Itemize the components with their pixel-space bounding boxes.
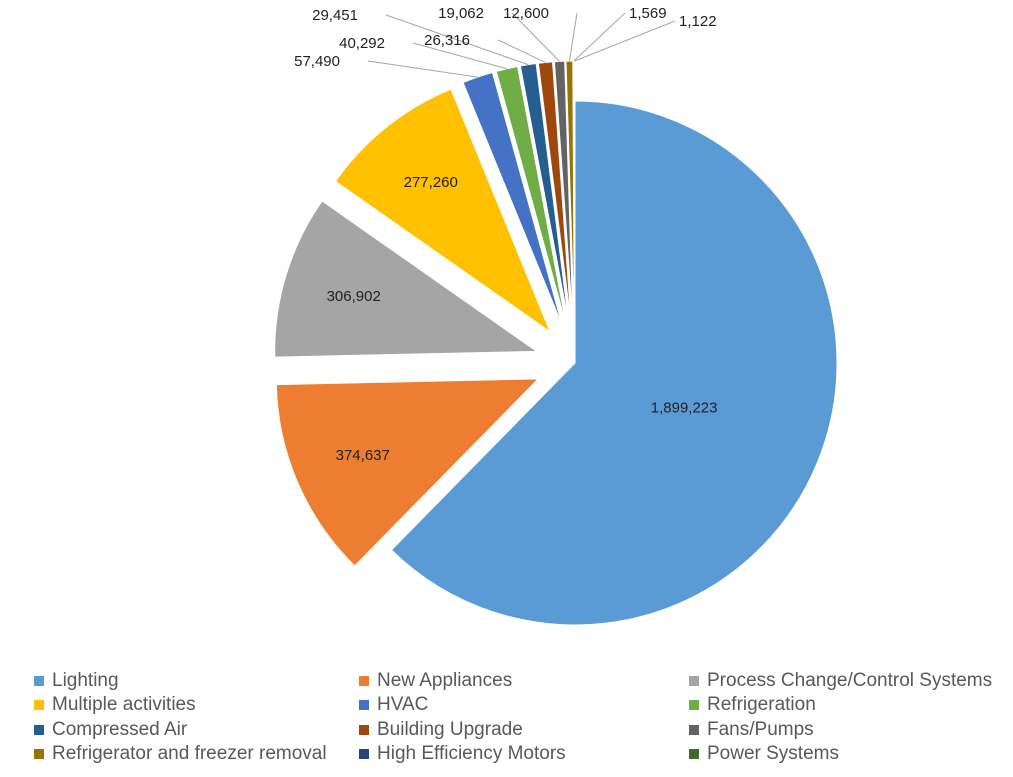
legend-label: HVAC bbox=[377, 694, 429, 716]
leader-line-refrigeration bbox=[412, 42, 508, 70]
legend-label: Multiple activities bbox=[52, 694, 196, 716]
legend-swatch bbox=[34, 724, 44, 735]
pie-slice-hvac bbox=[462, 71, 563, 326]
legend-swatch bbox=[359, 749, 369, 760]
data-label-high-efficiency-motors: 1,569 bbox=[629, 5, 667, 22]
legend-swatch bbox=[359, 724, 369, 735]
legend-swatch bbox=[34, 700, 44, 711]
data-label-multiple-activities: 277,260 bbox=[404, 174, 458, 191]
data-label-process-change-control-systems: 306,902 bbox=[327, 288, 381, 305]
legend-item-power-systems: Power Systems bbox=[689, 743, 1009, 766]
legend-item-fans-pumps: Fans/Pumps bbox=[689, 719, 1009, 741]
legend-label: Process Change/Control Systems bbox=[707, 669, 993, 691]
legend-item-hvac: HVAC bbox=[359, 694, 689, 717]
chart-legend: Lighting New Appliances Process Change/Con… bbox=[34, 670, 1009, 765]
pie-slice-compressed-air bbox=[519, 62, 570, 324]
legend-item-process-change-control-systems: Process Change/Control Systems bbox=[689, 670, 1009, 692]
data-label-power-systems: 1,122 bbox=[679, 13, 717, 30]
data-label-new-appliances: 374,637 bbox=[336, 447, 390, 464]
legend-swatch bbox=[689, 675, 699, 686]
data-label-refrigerator-and-freezer-removal: 12,600 bbox=[503, 5, 549, 22]
pie-chart: 1,899,223 374,637 306,902 277,260 57,49040,2… bbox=[274, 5, 838, 626]
legend-label: Refrigeration bbox=[707, 694, 816, 716]
legend-item-refrigeration: Refrigeration bbox=[689, 694, 1009, 717]
pie-slice-refrigeration bbox=[495, 65, 567, 325]
legend-label: Fans/Pumps bbox=[707, 718, 814, 740]
leader-line-high-efficiency-motors bbox=[573, 12, 626, 62]
leader-line-fans-pumps bbox=[511, 12, 560, 62]
legend-item-lighting: Lighting bbox=[34, 670, 359, 692]
data-label-hvac: 57,490 bbox=[294, 53, 340, 70]
data-label-fans-pumps: 19,062 bbox=[438, 5, 484, 22]
legend-item-new-appliances: New Appliances bbox=[359, 670, 689, 692]
data-label-refrigeration: 40,292 bbox=[339, 35, 385, 52]
leader-line-hvac bbox=[367, 60, 478, 78]
legend-label: Building Upgrade bbox=[377, 718, 523, 740]
legend-swatch bbox=[34, 749, 44, 760]
legend-label: Power Systems bbox=[707, 743, 839, 765]
leader-line-refrigerator-and-freezer-removal bbox=[568, 12, 578, 62]
legend-item-compressed-air: Compressed Air bbox=[34, 719, 359, 741]
legend-item-multiple-activities: Multiple activities bbox=[34, 694, 359, 717]
data-label-compressed-air: 29,451 bbox=[312, 7, 358, 24]
pie-slice-multiple-activities bbox=[334, 88, 552, 334]
leader-line-building-upgrade bbox=[497, 39, 546, 63]
legend-swatch bbox=[689, 724, 699, 735]
legend-label: New Appliances bbox=[377, 669, 513, 691]
data-label-lighting: 1,899,223 bbox=[651, 400, 718, 417]
pie-slice-lighting bbox=[390, 100, 838, 626]
legend-swatch bbox=[34, 675, 44, 686]
legend-label: Refrigerator and freezer removal bbox=[52, 743, 327, 765]
pie-slice-power-systems bbox=[573, 60, 576, 324]
pie-slice-new-appliances bbox=[275, 378, 540, 567]
legend-label: Lighting bbox=[52, 669, 119, 691]
leader-line-power-systems bbox=[574, 20, 676, 62]
legend-swatch bbox=[689, 700, 699, 711]
legend-item-building-upgrade: Building Upgrade bbox=[359, 719, 689, 741]
legend-label: High Efficiency Motors bbox=[377, 743, 566, 765]
pie-slice-process-change-control-systems bbox=[274, 200, 539, 358]
data-label-building-upgrade: 26,316 bbox=[424, 32, 470, 49]
legend-item-refrigerator-and-freezer-removal: Refrigerator and freezer removal bbox=[34, 743, 359, 766]
legend-swatch bbox=[689, 749, 699, 760]
legend-swatch bbox=[359, 675, 369, 686]
legend-label: Compressed Air bbox=[52, 718, 188, 740]
leader-line-compressed-air bbox=[385, 14, 529, 66]
pie-slice-fans-pumps bbox=[553, 60, 574, 324]
legend-item-high-efficiency-motors: High Efficiency Motors bbox=[359, 743, 689, 766]
legend-swatch bbox=[359, 700, 369, 711]
pie-slice-building-upgrade bbox=[537, 61, 572, 324]
